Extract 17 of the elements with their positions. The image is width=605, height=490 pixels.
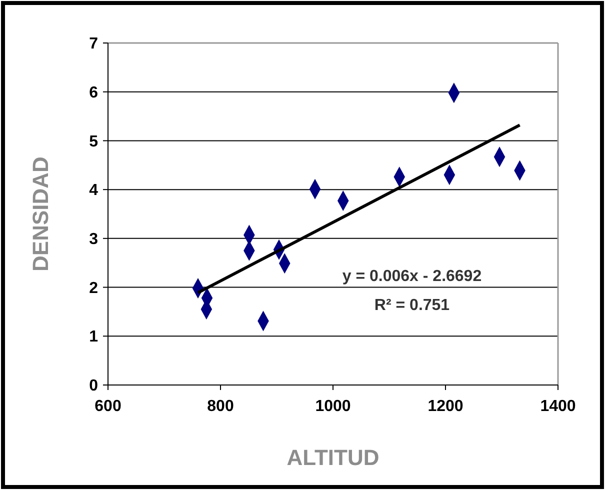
x-tick-label: 1200 xyxy=(428,398,464,415)
x-tick-label: 1400 xyxy=(540,398,576,415)
annotation: R² = 0.751 xyxy=(374,297,450,314)
y-tick-label: 0 xyxy=(89,378,98,395)
x-axis-title: ALTITUD xyxy=(286,445,380,470)
y-tick-label: 3 xyxy=(89,231,98,248)
y-tick-label: 1 xyxy=(89,328,98,346)
y-tick-label: 5 xyxy=(89,133,98,150)
annotation: y = 0.006x - 2.6692 xyxy=(342,268,482,285)
x-tick-label: 600 xyxy=(94,398,122,415)
y-tick-label: 6 xyxy=(89,84,98,102)
y-tick-label: 2 xyxy=(89,280,98,297)
y-axis-title: DENSIDAD xyxy=(28,156,53,272)
x-tick-label: 1000 xyxy=(315,398,351,415)
y-tick-label: 4 xyxy=(89,182,98,200)
x-tick-label: 800 xyxy=(207,398,234,415)
y-tick-label: 7 xyxy=(89,36,98,53)
